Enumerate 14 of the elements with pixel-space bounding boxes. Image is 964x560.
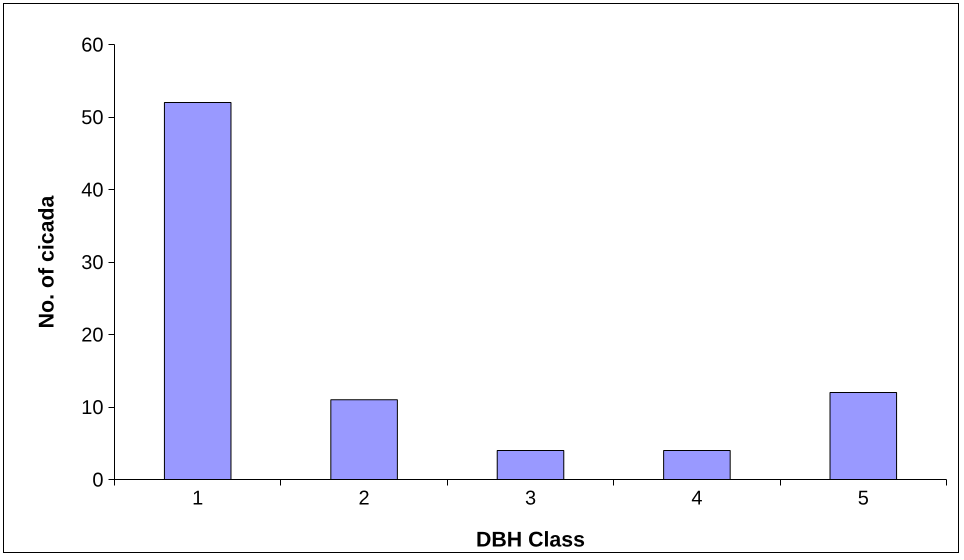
x-axis-title: DBH Class [476,528,586,552]
y-tick-label: 50 [81,107,104,129]
y-tick-label: 20 [81,324,104,346]
y-tick-label: 60 [81,34,104,56]
x-tick-label: 4 [691,488,702,510]
x-tick-label: 5 [858,488,869,510]
x-tick-label: 1 [192,488,204,510]
x-tick-label: 3 [524,488,536,510]
y-tick-label: 40 [81,180,104,202]
y-tick-label: 0 [92,470,104,492]
y-tick-label: 10 [81,397,104,419]
y-tick-label: 30 [81,252,104,274]
x-tick-label: 2 [358,488,370,510]
y-axis-title: No. of cicada [34,195,58,328]
